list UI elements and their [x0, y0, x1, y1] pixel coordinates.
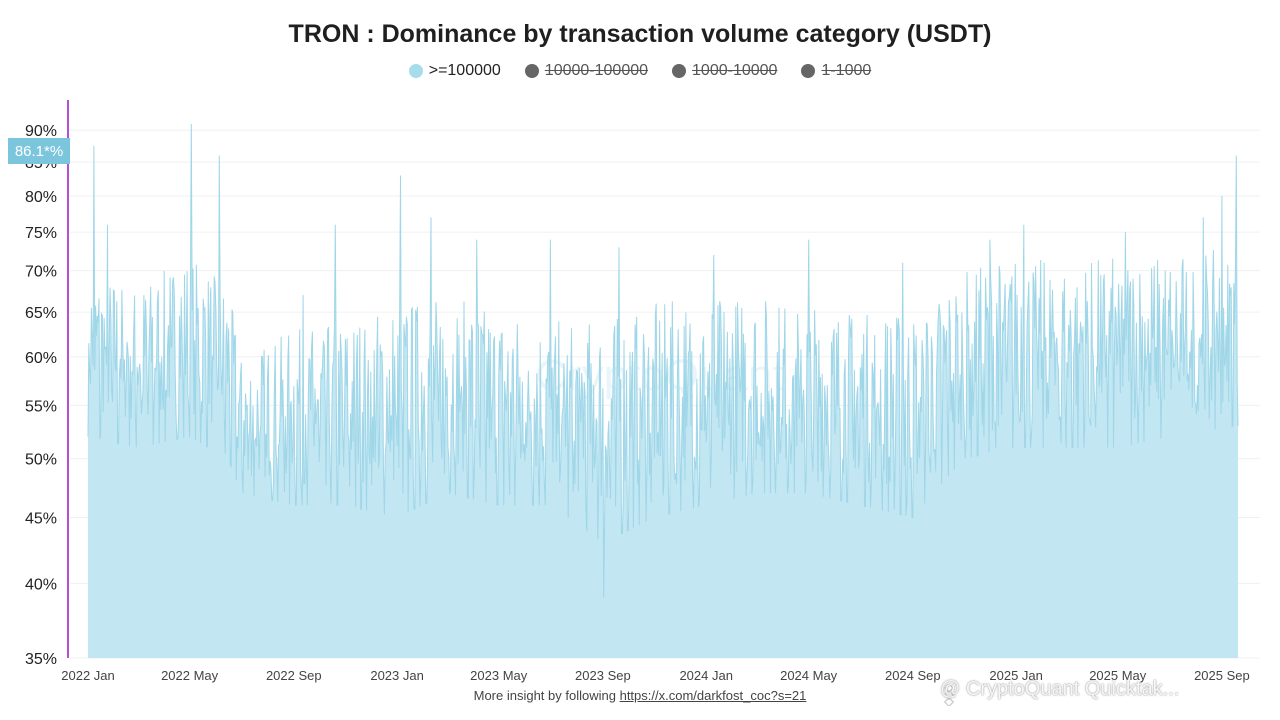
y-tick-label: 50% — [25, 452, 57, 469]
legend-item-1000-10000[interactable]: 1000-10000 — [672, 62, 777, 80]
y-tick-label: 80% — [25, 189, 57, 206]
x-tick-label: 2023 May — [470, 668, 528, 683]
legend-item-10000-100000[interactable]: 10000-100000 — [524, 62, 649, 80]
x-axis-ticks: 2022 Jan 2022 May 2022 Sep 2023 Jan 2023 May… — [61, 668, 1249, 683]
series-area — [88, 124, 1238, 658]
y-tick-label: 55% — [25, 398, 57, 415]
y-axis-ticks: 35%40%45%50%55%60%65%70%75%80%85%90% — [25, 123, 57, 668]
x-tick-label: 2025 Jan — [989, 668, 1043, 683]
series-line — [87, 123, 1239, 598]
y-tick-label: 60% — [25, 350, 57, 367]
legend-label: 10000-100000 — [544, 62, 649, 79]
legend-dot-icon — [524, 64, 539, 78]
x-tick-label: 2024 Sep — [885, 668, 941, 683]
crosshair-label: 86.1*% — [15, 143, 63, 160]
footer: More insight by following https://x.com/… — [0, 688, 1280, 703]
footer-link[interactable]: https://x.com/darkfost_coc?s=21 — [619, 688, 807, 703]
chart-legend: >=100000 10000-100000 1000-10000 1-1000 — [0, 62, 1280, 80]
legend-dot-icon — [672, 64, 687, 78]
series-100000-plus — [87, 123, 1239, 658]
legend-label: >=100000 — [428, 62, 501, 79]
x-tick-label: 2022 May — [161, 668, 219, 683]
y-tick-label: 40% — [25, 576, 57, 593]
y-tick-label: 35% — [25, 651, 57, 668]
x-tick-label: 2025 Sep — [1194, 668, 1250, 683]
footer-text: More insight by following — [473, 688, 616, 703]
x-tick-label: 2025 May — [1089, 668, 1147, 683]
legend-item-1-1000[interactable]: 1-1000 — [801, 62, 871, 80]
x-tick-label: 2022 Sep — [266, 668, 322, 683]
binance-logo-icon — [943, 684, 955, 706]
brand-overlay: @ CryptoQuant Quicktak... — [940, 678, 1180, 700]
y-tick-label: 75% — [25, 225, 57, 242]
x-tick-label: 2024 May — [780, 668, 838, 683]
x-tick-label: 2022 Jan — [61, 668, 115, 683]
y-tick-label: 65% — [25, 305, 57, 322]
x-tick-label: 2023 Sep — [575, 668, 631, 683]
legend-dot-icon — [801, 64, 816, 78]
crosshair-label-box — [8, 138, 70, 164]
legend-item-100000-plus[interactable]: >=100000 — [408, 62, 501, 80]
x-tick-label: 2024 Jan — [679, 668, 733, 683]
legend-label: 1-1000 — [821, 62, 872, 79]
y-tick-label: 70% — [25, 264, 57, 281]
y-tick-label: 45% — [25, 511, 57, 528]
legend-dot-icon — [408, 64, 423, 78]
chart-title: TRON : Dominance by transaction volume c… — [288, 20, 992, 48]
legend-label: 1000-10000 — [692, 62, 778, 79]
x-tick-label: 2023 Jan — [370, 668, 424, 683]
y-tick-label: 90% — [25, 123, 57, 140]
